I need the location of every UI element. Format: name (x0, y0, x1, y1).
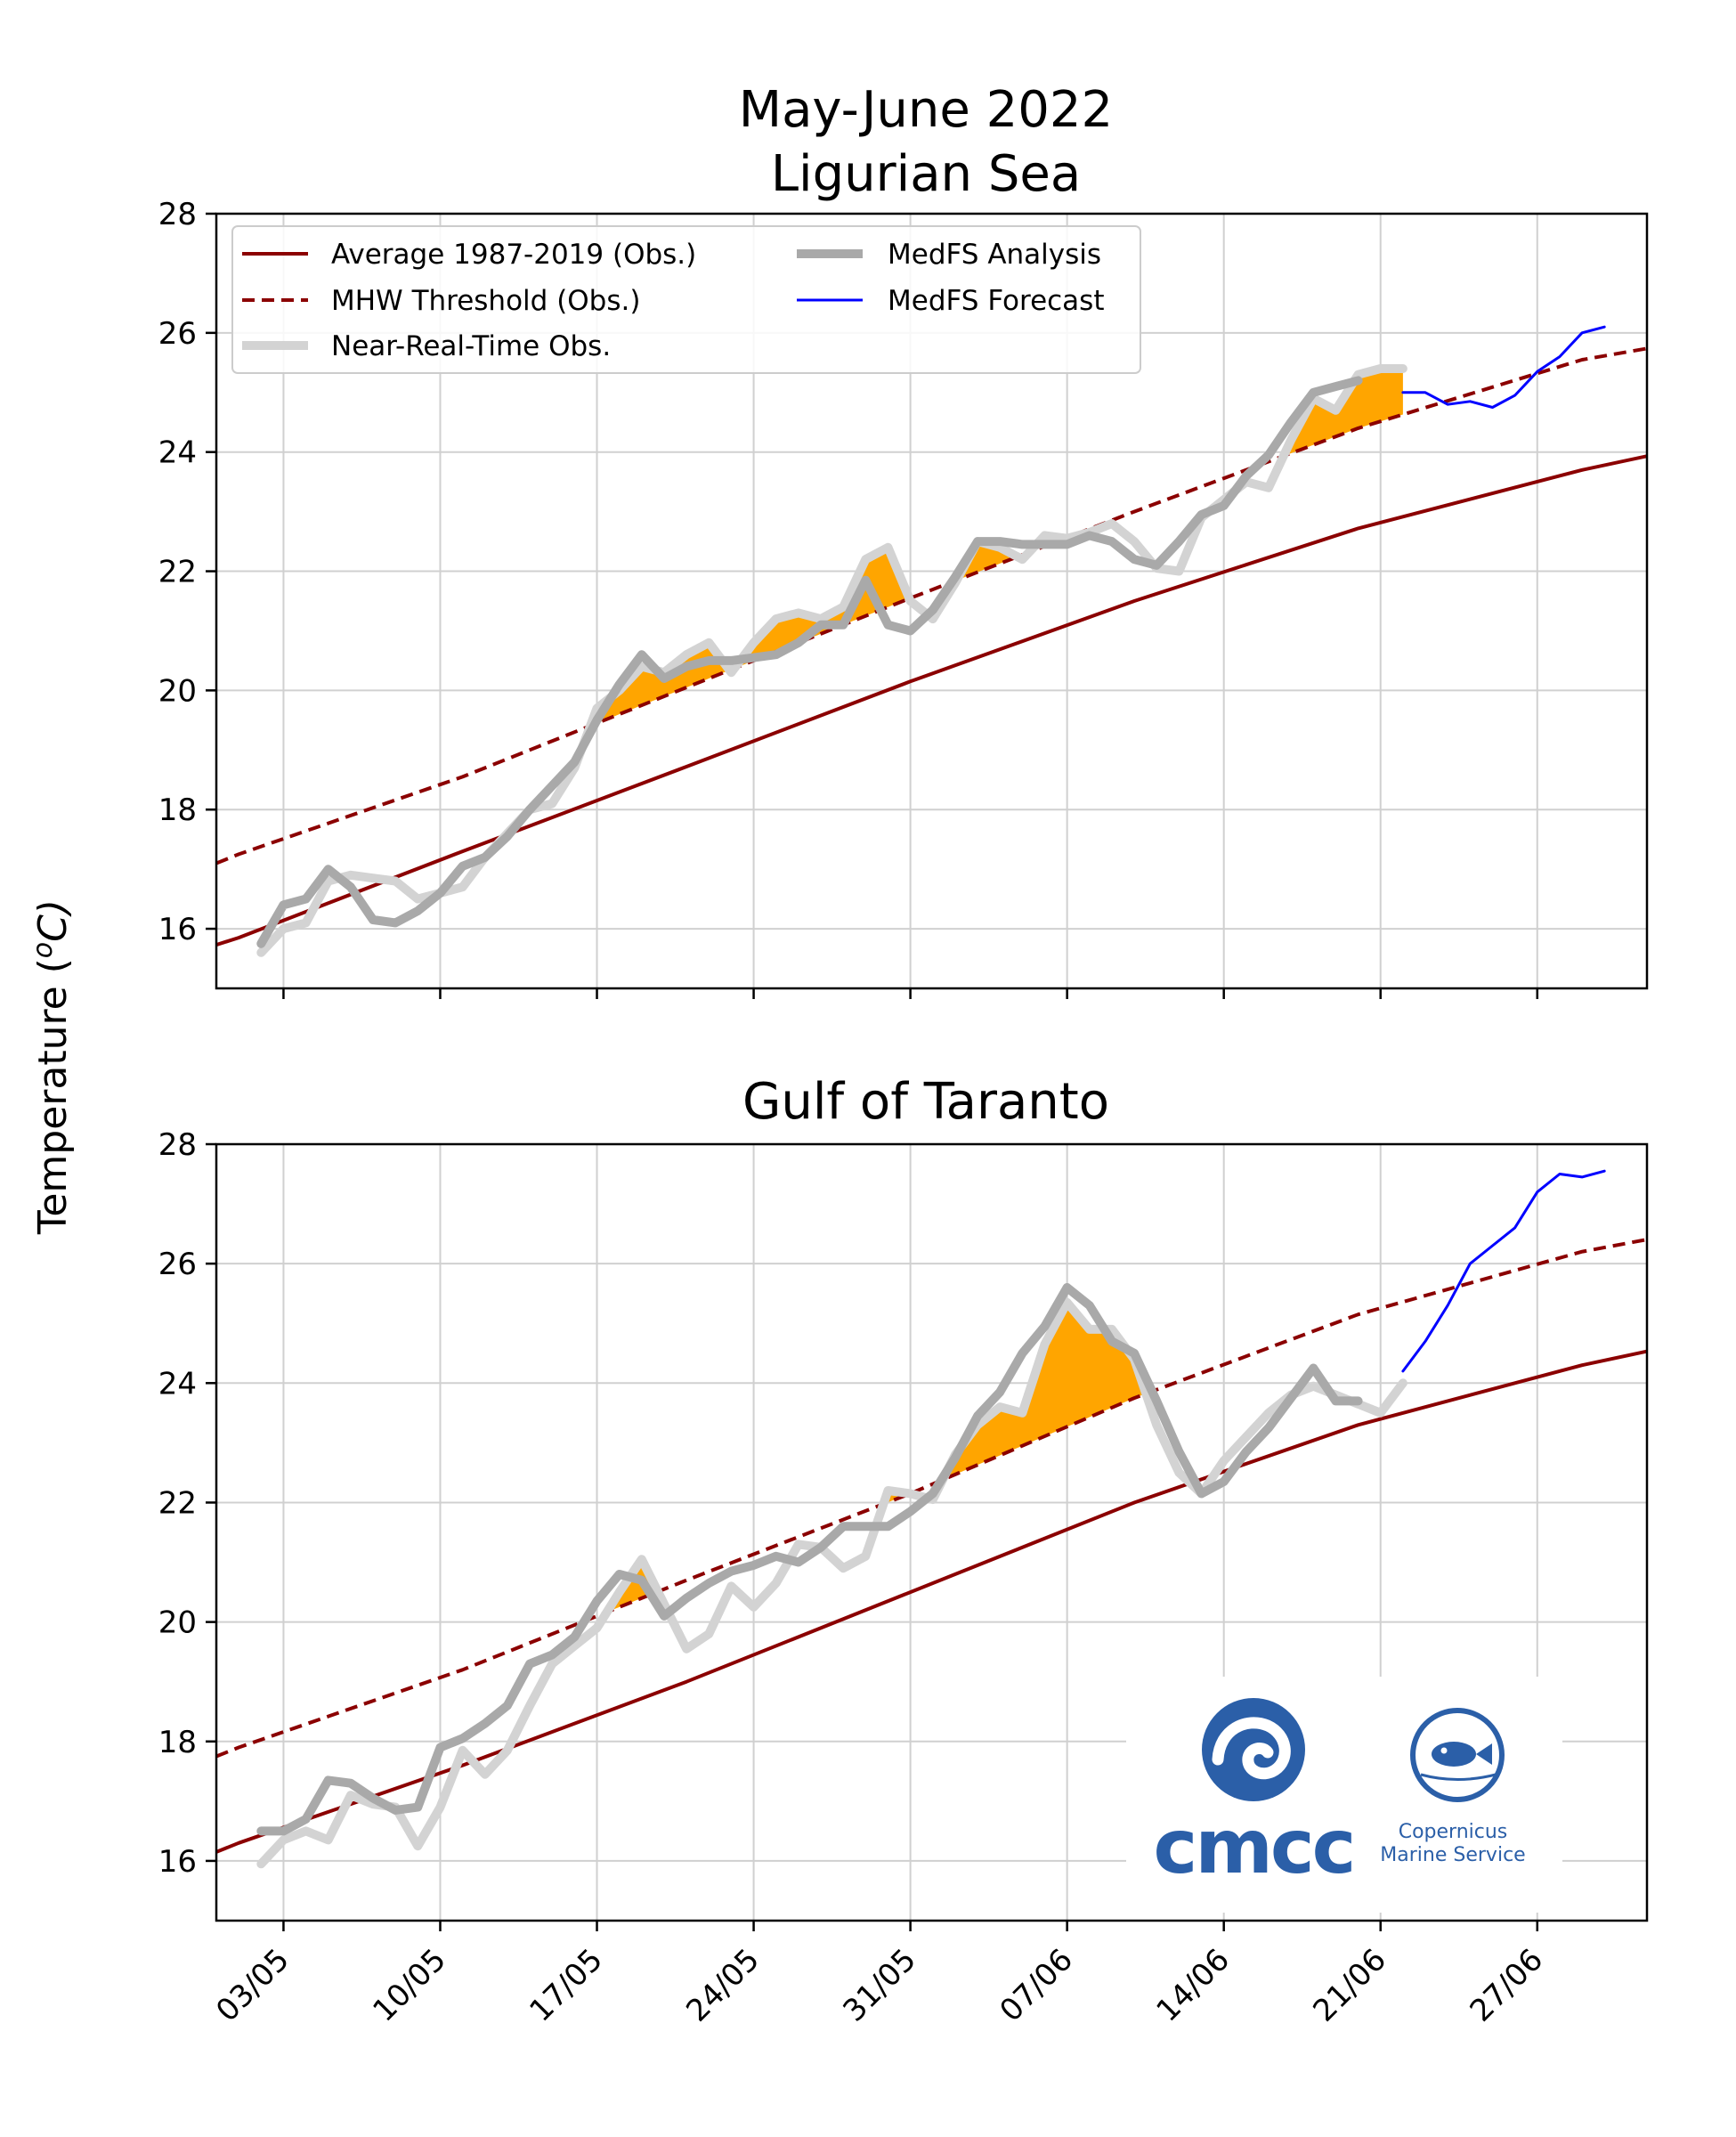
y-tick-label: 18 (158, 1725, 197, 1760)
y-tick-label: 22 (158, 555, 197, 590)
legend-label-analysis: MedFS Analysis (888, 239, 1101, 271)
x-tick-label: 14/06 (1149, 1942, 1237, 2029)
x-tick-label: 27/06 (1464, 1942, 1551, 2029)
logo-area: cmcc Copernicus Marine Service (1126, 1677, 1562, 1913)
mhw-fill-area (943, 1304, 1144, 1480)
plot-frame (215, 212, 1649, 990)
legend: Average 1987-2019 (Obs.) MHW Threshold (… (231, 225, 1141, 374)
x-tick-label: 31/05 (836, 1942, 923, 2029)
y-tick-label: 20 (158, 1605, 197, 1641)
panel2-title: Gulf of Taranto (742, 1073, 1109, 1131)
series-average-line (216, 1349, 1647, 1854)
y-tick-label: 16 (158, 912, 197, 947)
y-axis-label-sup: o (28, 942, 59, 958)
y-tick-label: 20 (158, 673, 197, 709)
series-forecast-line (1401, 325, 1606, 409)
y-tick-label: 28 (158, 1127, 197, 1163)
series-threshold-line (216, 346, 1647, 865)
x-tick-label: 07/06 (993, 1942, 1080, 2029)
plot-area (216, 1169, 1647, 1869)
plot-area (216, 325, 1647, 957)
series-obs-line (256, 1297, 1407, 1869)
mhw-fill-area (609, 1560, 655, 1612)
x-tick-label: 24/05 (679, 1942, 767, 2029)
copernicus-text-line2: Marine Service (1380, 1844, 1525, 1866)
y-tick-label: 24 (158, 1366, 197, 1402)
series-forecast-line (1401, 1169, 1606, 1373)
x-tick-label: 03/05 (209, 1942, 296, 2029)
y-tick-label: 28 (158, 197, 197, 232)
y-axis-label: Temperature (oC) (28, 899, 76, 1235)
plot-frame (215, 1142, 1649, 1922)
mhw-fill-area (592, 643, 730, 726)
copernicus-text-line1: Copernicus (1399, 1821, 1508, 1843)
x-tick-label: 17/05 (523, 1942, 610, 2029)
legend-label-average: Average 1987-2019 (Obs.) (331, 239, 696, 271)
figure-title-line1: May-June 2022 (739, 81, 1113, 139)
series-threshold-line (216, 1238, 1647, 1759)
y-tick-label: 16 (158, 1844, 197, 1880)
y-tick-label: 26 (158, 1247, 197, 1282)
figure-title-line2: Ligurian Sea (771, 145, 1081, 203)
y-tick-label: 26 (158, 316, 197, 352)
series-average-line (216, 454, 1647, 947)
y-tick-label: 18 (158, 792, 197, 828)
series-obs-line (256, 364, 1407, 957)
cmcc-logo-icon (1202, 1698, 1305, 1801)
series-analysis-line (256, 1283, 1363, 1836)
y-tick-label: 22 (158, 1485, 197, 1521)
y-axis-label-text: Temperature ( (30, 958, 76, 1235)
legend-label-threshold: MHW Threshold (Obs.) (331, 285, 640, 317)
cmcc-logo-text: cmcc (1154, 1803, 1354, 1890)
legend-box (231, 225, 1141, 374)
y-tick-label: 24 (158, 435, 197, 471)
y-axis-label-unit: C) (30, 899, 76, 942)
copernicus-logo-icon (1410, 1708, 1505, 1802)
x-tick-label: 10/05 (366, 1942, 453, 2029)
legend-label-forecast: MedFS Forecast (888, 285, 1105, 317)
mhw-fill-area (1286, 369, 1403, 456)
x-tick-label: 21/06 (1307, 1942, 1394, 2029)
series-analysis-line (256, 376, 1363, 948)
legend-label-obs: Near-Real-Time Obs. (331, 330, 611, 362)
logo-background (1126, 1677, 1562, 1913)
